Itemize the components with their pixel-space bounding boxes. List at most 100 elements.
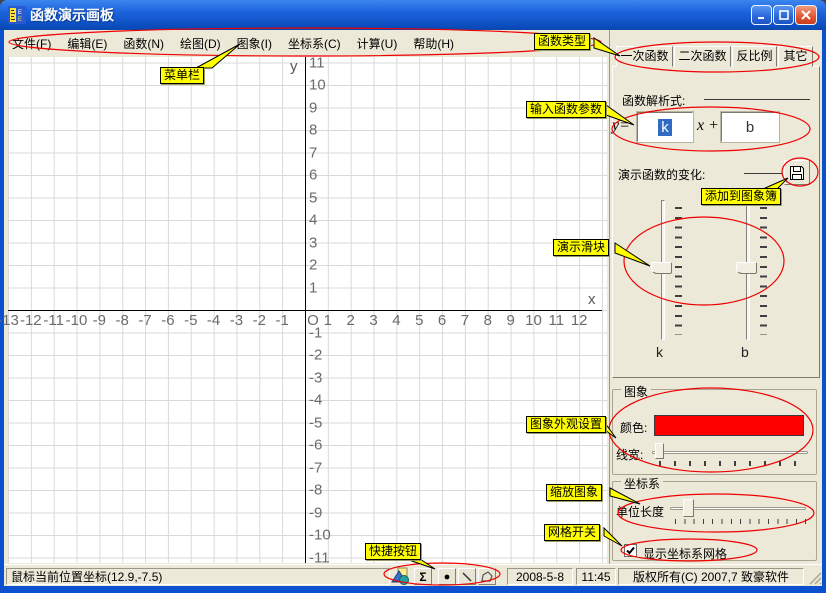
mouse-position-status: 鼠标当前位置坐标(12.9,-7.5)	[6, 568, 390, 585]
copyright-status: 版权所有(C) 2007,7 致豪软件	[618, 568, 804, 585]
x-tick-label: 7	[460, 312, 470, 329]
shapes-icon[interactable]	[391, 567, 411, 586]
x-tick-label: 2	[346, 312, 355, 329]
linewidth-slider-track[interactable]	[652, 451, 808, 454]
linewidth-label: 线宽:	[616, 448, 644, 462]
tab-other[interactable]: 其它	[778, 46, 813, 67]
y-tick-label: 3	[309, 234, 318, 251]
y-tick-label: -9	[309, 504, 323, 521]
x-tick-label: 5	[415, 312, 424, 329]
linewidth-slider-thumb[interactable]	[655, 443, 664, 459]
svg-text:E: E	[18, 10, 22, 16]
coordsys-group-label: 坐标系	[621, 475, 664, 492]
color-swatch[interactable]	[654, 415, 804, 436]
menu-image[interactable]: 图象(I)	[236, 36, 272, 51]
callout-zoom-image: 缩放图象	[546, 484, 603, 501]
polygon-button[interactable]	[478, 568, 496, 585]
tab-linear-function[interactable]: 一次函数	[616, 46, 673, 67]
y-tick-label: -10	[309, 526, 331, 544]
maximize-icon	[778, 10, 789, 20]
y-tick-label: 8	[309, 121, 318, 139]
x-tick-label: 9	[506, 312, 515, 329]
y-tick-label: -4	[309, 391, 323, 409]
add-to-album-button[interactable]	[784, 160, 810, 185]
graph-area[interactable]: x y -13-12-11-10-9-8-7-6-5-4-3-2-1O12345…	[0, 54, 607, 566]
b-slider-label: b	[741, 344, 749, 360]
show-grid-checkbox[interactable]	[624, 544, 637, 557]
y-tick-label: -5	[309, 414, 323, 431]
y-tick-label: 2	[309, 256, 318, 274]
x-tick-label: -4	[206, 312, 221, 329]
menu-help[interactable]: 帮助(H)	[413, 36, 455, 51]
unit-length-slider-thumb[interactable]	[683, 499, 694, 517]
callout-input-params: 输入函数参数	[526, 101, 607, 118]
title-bar: E E 函数演示画板	[0, 0, 826, 30]
y-tick-label: -7	[309, 459, 323, 476]
origin-label: O	[307, 312, 319, 329]
k-input[interactable]: k	[636, 111, 694, 143]
menu-draw[interactable]: 绘图(D)	[180, 36, 221, 51]
window-title: 函数演示画板	[30, 7, 114, 23]
time-status: 11:45	[576, 568, 616, 585]
menu-file[interactable]: 文件(F)	[12, 36, 52, 51]
unit-length-slider-ticks	[675, 519, 807, 524]
resize-grip[interactable]	[806, 569, 822, 585]
x-tick-label: 12	[570, 312, 588, 329]
close-button[interactable]	[795, 5, 817, 25]
y-tick-label: -3	[309, 369, 323, 386]
callout-demo-slider: 演示滑块	[553, 239, 610, 256]
sum-button[interactable]: Σ	[414, 568, 432, 585]
b-slider-ticks	[760, 207, 767, 335]
callout-shortcut: 快捷按钮	[365, 543, 422, 560]
image-group-label: 图象	[621, 383, 652, 400]
y-tick-label: -11	[309, 549, 330, 566]
callout-grid-switch: 网格开关	[544, 524, 601, 541]
x-tick-label: 3	[369, 312, 378, 329]
svg-text:E: E	[18, 17, 22, 23]
x-tick-label: -6	[161, 312, 175, 329]
menu-function[interactable]: 函数(N)	[123, 36, 164, 51]
x-tick-label: 4	[392, 312, 401, 329]
x-tick-label: 6	[437, 312, 447, 329]
x-axis-line	[8, 310, 602, 311]
formula-lhs: y=	[612, 117, 630, 134]
y-tick-label: 6	[309, 166, 318, 184]
callout-function-type: 函数类型	[534, 33, 591, 50]
tab-quadratic-function[interactable]: 二次函数	[674, 46, 731, 67]
b-input[interactable]: b	[720, 111, 780, 143]
minimize-icon	[757, 17, 764, 19]
x-tick-label: -5	[184, 312, 198, 329]
line-button[interactable]	[458, 568, 476, 585]
b-slider-thumb[interactable]	[736, 262, 757, 274]
x-tick-label: -1	[275, 312, 289, 329]
unit-length-label: 单位长度	[616, 505, 665, 519]
tab-inverse-proportion[interactable]: 反比例	[732, 46, 777, 67]
point-icon	[444, 574, 450, 579]
x-tick-label: 8	[483, 312, 492, 329]
x-tick-label: 11	[548, 312, 565, 329]
y-tick-label: 10	[309, 76, 326, 94]
x-tick-label: -10	[65, 312, 88, 329]
close-icon	[801, 10, 811, 20]
y-tick-label: 4	[309, 211, 318, 229]
y-tick-label: 9	[309, 99, 318, 116]
x-tick-label: -12	[19, 312, 42, 329]
callout-menu-bar: 菜单栏	[160, 67, 205, 84]
x-tick-label: 10	[525, 312, 542, 329]
menu-coordsys[interactable]: 坐标系(C)	[288, 36, 341, 51]
demo-rule	[744, 173, 782, 174]
x-tick-label: -13	[0, 312, 19, 329]
k-input-value: k	[658, 118, 672, 136]
y-tick-label: -2	[309, 346, 323, 364]
expression-rule	[704, 99, 810, 100]
callout-image-settings: 图象外观设置	[526, 416, 607, 433]
demo-label: 演示函数的变化:	[618, 168, 706, 182]
minimize-button[interactable]	[751, 5, 772, 25]
menu-edit[interactable]: 编辑(E)	[67, 36, 108, 51]
k-slider-ticks	[675, 207, 682, 335]
maximize-button[interactable]	[773, 5, 794, 25]
point-button[interactable]	[438, 568, 456, 585]
k-slider-thumb[interactable]	[651, 262, 672, 274]
menu-calc[interactable]: 计算(U)	[356, 36, 398, 51]
